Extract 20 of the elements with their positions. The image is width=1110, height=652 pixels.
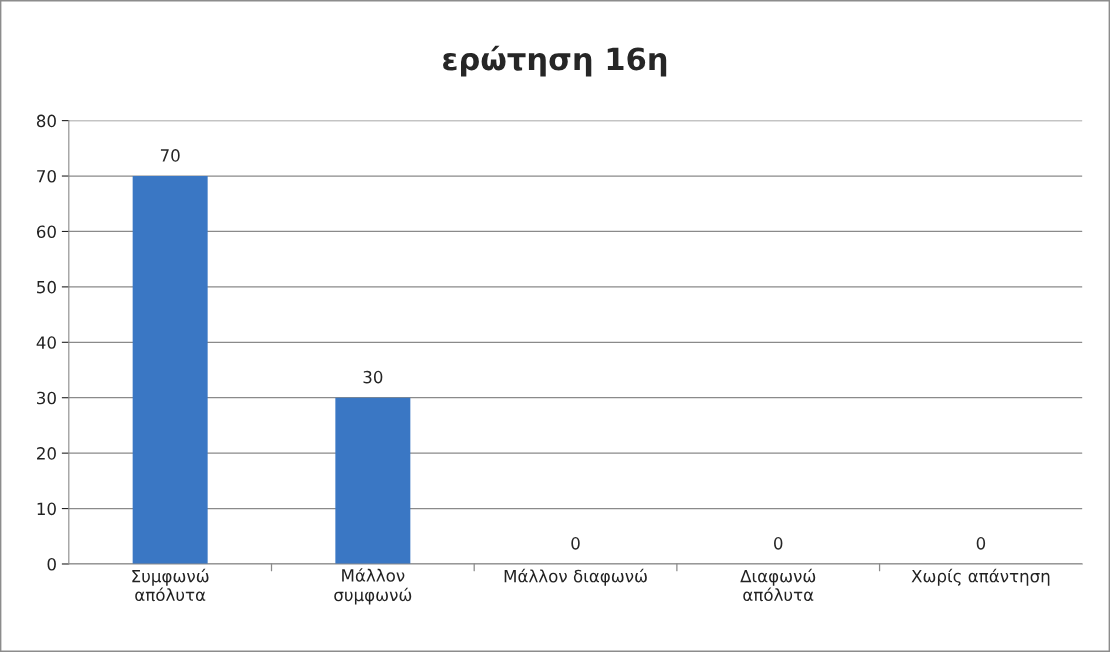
chart-title: ερώτηση 16η <box>443 45 667 77</box>
data-label: 0 <box>774 537 783 550</box>
y-tick-label: 20 <box>37 447 56 460</box>
data-label: 0 <box>571 537 580 550</box>
y-tick-label: 30 <box>37 391 56 405</box>
data-label: 30 <box>363 370 383 384</box>
y-tick-label: 0 <box>47 557 56 571</box>
x-tick-label: Μάλλον συμφωνώ <box>334 568 412 605</box>
data-label: 0 <box>976 537 986 550</box>
y-tick-label: 50 <box>37 280 56 294</box>
y-tick-label: 70 <box>37 170 56 183</box>
x-tick-label: Χωρίς απάντηση <box>911 568 1050 586</box>
y-tick-label: 60 <box>36 225 56 239</box>
data-label: 70 <box>160 149 180 162</box>
x-tick-label: Διαφωνώ απόλυτα <box>740 568 816 602</box>
y-tick-label: 80 <box>36 114 56 128</box>
x-tick-label: Συμφωνώ απόλυτα <box>132 568 209 602</box>
x-tick-label: Μάλλον διαφωνώ <box>504 568 647 586</box>
y-tick-label: 10 <box>37 502 56 516</box>
y-tick-label: 40 <box>36 336 56 349</box>
